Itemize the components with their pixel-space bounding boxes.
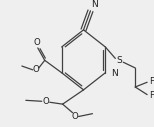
- Text: O: O: [42, 97, 49, 106]
- Text: S: S: [116, 56, 122, 65]
- Text: N: N: [91, 0, 98, 9]
- Text: O: O: [71, 112, 78, 121]
- Text: O: O: [32, 65, 39, 74]
- Text: O: O: [33, 38, 40, 47]
- Text: N: N: [111, 69, 118, 78]
- Text: F: F: [149, 91, 154, 100]
- Text: F: F: [149, 77, 154, 86]
